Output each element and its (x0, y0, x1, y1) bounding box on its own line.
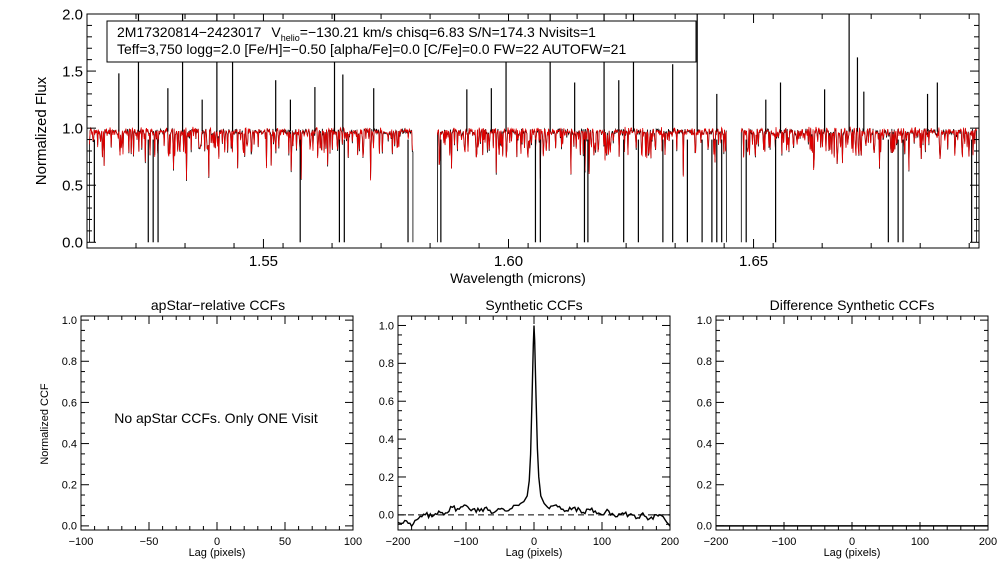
spectrum-y-axis-label: Normalized Flux (33, 76, 50, 185)
difference-ccf-axes-frame (715, 315, 989, 531)
synthetic-ccf-panel: Synthetic CCFs −200 −100 0 100 200 0.0 0.2 0.4 0… (379, 297, 679, 559)
apstar-ccf-panel: apStar−relative CCFs −100 −50 0 50 100 0.0 0.2… (39, 297, 362, 559)
apstar-ccf-ticks: −100 −50 0 50 100 0.0 0.2 0.4 0.6 0.8 1.0 (62, 315, 362, 548)
info-line-2: Teff=3,750 logg=2.0 [Fe/H]=−0.50 [alpha/… (117, 41, 626, 57)
x-tick-label: −100 (69, 536, 94, 548)
spectrum-panel: 1.55 1.60 1.65 0.0 0.5 1.0 1.5 2.0 2M17320814−2… (33, 6, 980, 286)
star-id: 2M17320814−2423017 (117, 24, 262, 40)
x-tick-label: 1.55 (249, 253, 278, 270)
y-tick-label: 0.2 (379, 472, 394, 484)
x-tick-label: 100 (911, 536, 929, 548)
x-tick-label: 0 (214, 536, 220, 548)
x-tick-label: 100 (593, 536, 611, 548)
x-tick-label: −200 (386, 536, 411, 548)
y-tick-label: 0.4 (697, 438, 712, 450)
x-tick-label: 100 (344, 536, 362, 548)
synthetic-ccf-axes-frame (397, 315, 671, 531)
x-tick-label: 200 (661, 536, 679, 548)
y-tick-label: 0.8 (697, 356, 712, 368)
y-tick-label: 0.8 (379, 358, 394, 370)
spectrum-axes-frame (86, 13, 980, 249)
y-tick-label: 0.6 (697, 397, 712, 409)
y-tick-label: 0.0 (379, 510, 394, 522)
y-tick-label: 1.0 (379, 320, 394, 332)
y-tick-label: 0.0 (697, 521, 712, 533)
x-tick-label: −200 (704, 536, 729, 548)
x-tick-label: 200 (979, 536, 997, 548)
y-tick-label: 1.0 (62, 120, 83, 137)
y-tick-label: 0.0 (62, 521, 77, 533)
velocity-symbol: V (271, 24, 281, 40)
synthetic-ccf-ticks: −200 −100 0 100 200 0.0 0.2 0.4 0.6 0.8 1.0 (379, 315, 679, 548)
synthetic-ccf-line (397, 325, 671, 528)
synthetic-spectrum-line (740, 126, 977, 171)
y-tick-label: 1.0 (697, 315, 712, 327)
x-tick-label: −50 (140, 536, 159, 548)
y-tick-label: 0.2 (697, 480, 712, 492)
y-tick-label: 1.5 (62, 63, 83, 80)
observed-spectrum-line (89, 127, 414, 243)
y-tick-label: 2.0 (62, 6, 83, 23)
x-tick-label: 1.60 (494, 253, 523, 270)
x-tick-label: 0 (849, 536, 855, 548)
velocity-subscript: helio (281, 33, 300, 43)
info-line-1: 2M17320814−2423017 Vhelio=−130.21 km/s ch… (117, 24, 596, 43)
difference-ccf-panel: Difference Synthetic CCFs −200 −100 0 100 20… (697, 297, 997, 559)
x-tick-label: 0 (531, 536, 537, 548)
y-tick-label: 0.5 (62, 177, 83, 194)
y-tick-label: 0.6 (379, 396, 394, 408)
y-tick-label: 1.0 (62, 315, 77, 327)
synthetic-spectrum-line (437, 126, 727, 179)
x-tick-label: −100 (772, 536, 797, 548)
y-tick-label: 0.4 (379, 434, 394, 446)
synthetic-ccf-title: Synthetic CCFs (485, 297, 582, 313)
info-box (106, 20, 697, 63)
apstar-ccf-title: apStar−relative CCFs (151, 297, 285, 313)
y-tick-label: 0.4 (62, 438, 77, 450)
x-tick-label: 50 (279, 536, 291, 548)
difference-ccf-title: Difference Synthetic CCFs (770, 297, 935, 313)
ccf-y-axis-label: Normalized CCF (39, 383, 51, 465)
synthetic-spectrum-line (89, 126, 414, 181)
apstar-ccf-x-axis-label: Lag (pixels) (189, 547, 246, 559)
x-tick-label: −100 (454, 536, 479, 548)
spectrum-x-axis-label: Wavelength (microns) (450, 270, 586, 286)
y-tick-label: 0.2 (62, 480, 77, 492)
synthetic-ccf-x-axis-label: Lag (pixels) (506, 547, 563, 559)
difference-ccf-x-axis-label: Lag (pixels) (824, 547, 881, 559)
y-tick-label: 0.0 (62, 235, 83, 252)
spectrum-ticks: 1.55 1.60 1.65 0.0 0.5 1.0 1.5 2.0 (62, 6, 979, 270)
difference-ccf-ticks: −200 −100 0 100 200 0.0 0.2 0.4 0.6 0.8 1.0 (697, 315, 997, 548)
y-tick-label: 0.6 (62, 397, 77, 409)
info-line-1-values: =−130.21 km/s chisq=6.83 S/N=174.3 Nvisi… (300, 24, 596, 40)
x-tick-label: 1.65 (739, 253, 768, 270)
y-tick-label: 0.8 (62, 356, 77, 368)
synthetic-ccf-plot-area (397, 325, 671, 528)
no-ccf-message: No apStar CCFs. Only ONE Visit (114, 410, 318, 426)
